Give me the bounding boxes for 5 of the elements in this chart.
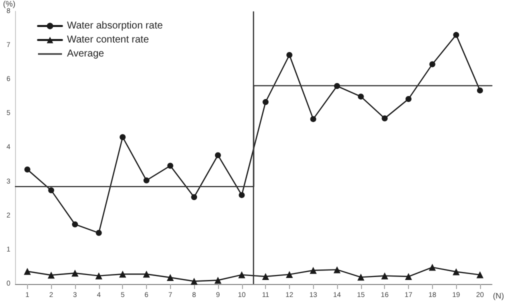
y-axis-title: (%) [2, 0, 16, 8]
legend-label: Average [67, 48, 105, 60]
legend-label: Water absorption rate [67, 20, 164, 32]
x-axis-title: (N) [492, 292, 504, 300]
legend-label: Water content rate [67, 34, 150, 46]
